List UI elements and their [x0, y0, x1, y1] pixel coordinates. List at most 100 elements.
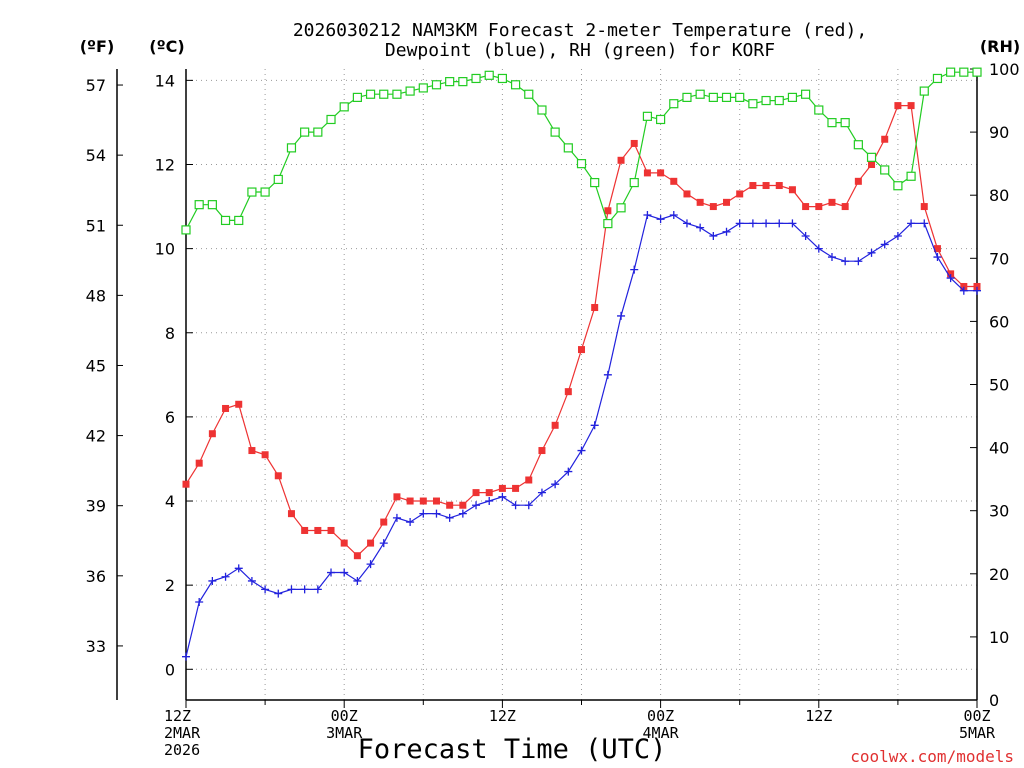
- rh-point: [524, 89, 534, 99]
- celsius-tick-label: 6: [165, 408, 175, 427]
- temperature-point: [736, 190, 744, 198]
- dewpoint-point: [511, 501, 520, 510]
- tick-labels: 0 2 4 6 8 10 12 14 33 36 39 42 45 48 51 54 57 0 10 20 30 40 50…: [86, 60, 1020, 759]
- rh-point: [484, 70, 494, 80]
- rh-tick-label: 0: [989, 691, 999, 710]
- rh-tick-label: 40: [989, 439, 1009, 458]
- temperature-point: [617, 156, 625, 164]
- rh-point: [352, 92, 362, 102]
- rh-point: [247, 187, 257, 197]
- dewpoint-point: [801, 232, 810, 241]
- rh-point: [906, 171, 916, 181]
- temperature-point: [815, 203, 823, 211]
- dewpoint-point: [366, 560, 375, 569]
- temperature-point: [854, 177, 862, 185]
- rh-point: [655, 114, 666, 125]
- rh-tick-label: 70: [989, 249, 1009, 268]
- temperature-point: [446, 501, 454, 509]
- dewpoint-point: [208, 576, 217, 585]
- rh-point: [774, 95, 784, 106]
- temperature-point: [498, 484, 506, 492]
- celsius-tick-label: 4: [165, 492, 175, 511]
- temperature-point: [630, 139, 638, 147]
- dewpoint-point: [590, 421, 599, 430]
- rh-point: [234, 215, 244, 226]
- rh-point: [550, 127, 560, 137]
- dewpoint-point: [748, 219, 757, 228]
- dewpoint-point: [524, 501, 533, 510]
- temperature-point: [314, 526, 322, 534]
- temperature-point: [802, 203, 810, 211]
- temperature-point: [367, 539, 375, 547]
- temperature-point: [828, 198, 836, 206]
- fahrenheit-tick-label: 57: [86, 76, 106, 95]
- temperature-point: [960, 282, 968, 290]
- dewpoint-point: [854, 257, 863, 266]
- rh-point: [365, 89, 376, 99]
- dewpoint-point: [221, 572, 230, 581]
- dewpoint-point: [669, 210, 678, 219]
- rh-point: [458, 77, 468, 87]
- dewpoint-point: [722, 227, 731, 236]
- temperature-point: [907, 102, 915, 110]
- fahrenheit-tick-label: 51: [86, 216, 106, 235]
- rh-tick-label: 20: [989, 565, 1009, 584]
- rh-point: [181, 225, 191, 235]
- temperature-point: [762, 182, 770, 190]
- rh-point: [695, 89, 705, 99]
- rh-point: [682, 92, 692, 102]
- x-tick-label: 2026: [164, 741, 200, 759]
- rh-tick-label: 90: [989, 123, 1009, 142]
- temperature-point: [432, 497, 440, 505]
- temperature-point: [947, 270, 955, 278]
- temperature-point: [353, 552, 361, 560]
- fahrenheit-tick-label: 39: [86, 497, 106, 516]
- temperature-point: [591, 304, 599, 312]
- temperature-point: [261, 451, 269, 459]
- temperature-point: [393, 493, 401, 501]
- rh-point: [946, 67, 956, 77]
- temperature-point: [723, 198, 731, 206]
- rh-point: [629, 177, 639, 188]
- rh-point: [787, 92, 798, 102]
- rh-point: [827, 118, 837, 128]
- axes: [116, 68, 978, 708]
- temperature-point: [868, 160, 876, 168]
- temperature-point: [248, 447, 256, 455]
- dewpoint-point: [775, 219, 784, 228]
- temperature-point: [419, 497, 427, 505]
- x-tick-label: 2MAR: [164, 724, 201, 742]
- x-tick-label: 00Z: [331, 707, 358, 725]
- dewpoint-point: [406, 518, 415, 527]
- rh-point: [194, 200, 204, 210]
- dewpoint-point: [485, 497, 494, 506]
- temperature-point: [235, 400, 243, 408]
- chart-title-line2: Dewpoint (blue), RH (green) for KORF: [385, 40, 775, 61]
- rh-point: [260, 187, 270, 197]
- temperature-point: [775, 182, 783, 190]
- dewpoint-point: [247, 576, 256, 585]
- rh-point: [919, 86, 929, 96]
- rh-point: [603, 218, 613, 229]
- rh-tick-label: 80: [989, 186, 1009, 205]
- dewpoint-point: [551, 480, 560, 489]
- dewpoint-point: [313, 585, 322, 594]
- rh-point: [392, 89, 402, 99]
- dewpoint-point: [893, 232, 902, 241]
- temperature-point: [340, 539, 348, 547]
- dewpoint-point: [735, 219, 744, 228]
- temperature-point: [380, 518, 388, 526]
- temperature-point: [472, 489, 480, 497]
- series-temperature: [182, 102, 981, 560]
- x-tick-label: 5MAR: [959, 724, 996, 742]
- dewpoint-point: [682, 219, 691, 228]
- rh-point: [445, 77, 455, 87]
- temperature-point: [274, 472, 282, 480]
- temperature-point: [459, 501, 467, 509]
- rh-point: [761, 95, 771, 106]
- dewpoint-point: [182, 652, 190, 661]
- temperature-point: [485, 489, 493, 497]
- rh-point: [642, 111, 653, 121]
- rh-point: [207, 200, 217, 210]
- rh-point: [866, 152, 877, 162]
